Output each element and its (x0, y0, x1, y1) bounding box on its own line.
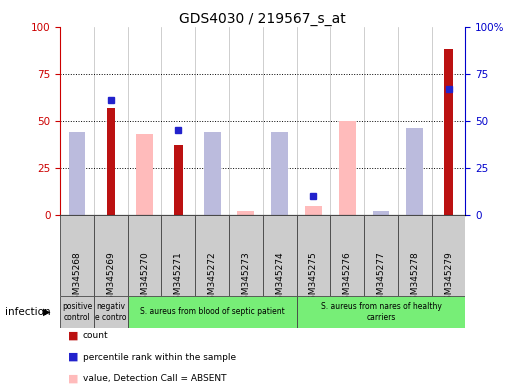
Text: ▶: ▶ (43, 307, 51, 317)
Bar (136, 134, 153, 215)
Bar (305, 206, 322, 215)
Text: negativ
e contro: negativ e contro (95, 302, 127, 322)
Text: GSM345274: GSM345274 (275, 251, 284, 306)
Bar (60, 215, 94, 296)
Bar (398, 215, 431, 296)
Text: ■: ■ (68, 352, 78, 362)
Bar (364, 215, 398, 296)
Bar (195, 215, 229, 296)
Bar (297, 215, 331, 296)
Bar (94, 215, 128, 296)
Bar (339, 121, 356, 215)
Text: GSM345275: GSM345275 (309, 251, 318, 306)
Bar (203, 132, 221, 215)
Bar (94, 296, 128, 328)
Text: S. aureus from nares of healthy
carriers: S. aureus from nares of healthy carriers (321, 302, 441, 322)
Text: GSM345268: GSM345268 (73, 251, 82, 306)
Bar (263, 215, 297, 296)
Text: GSM345270: GSM345270 (140, 251, 149, 306)
Text: GSM345276: GSM345276 (343, 251, 352, 306)
Text: GSM345272: GSM345272 (208, 251, 217, 306)
Bar (60, 296, 94, 328)
Bar (69, 132, 85, 215)
Bar (128, 215, 162, 296)
Bar (406, 129, 423, 215)
Text: GSM345269: GSM345269 (106, 251, 115, 306)
Text: ■: ■ (68, 373, 78, 383)
Bar (128, 296, 297, 328)
Bar (271, 132, 288, 215)
Text: positive
control: positive control (62, 302, 92, 322)
Bar (69, 153, 85, 215)
Title: GDS4030 / 219567_s_at: GDS4030 / 219567_s_at (179, 12, 346, 26)
Bar (237, 211, 254, 215)
Text: GSM345273: GSM345273 (242, 251, 251, 306)
Text: GSM345278: GSM345278 (411, 251, 419, 306)
Bar (431, 215, 465, 296)
Text: value, Detection Call = ABSENT: value, Detection Call = ABSENT (83, 374, 226, 383)
Bar (372, 211, 390, 215)
Bar (406, 129, 423, 215)
Bar (229, 215, 263, 296)
Text: GSM345271: GSM345271 (174, 251, 183, 306)
Bar (331, 215, 364, 296)
Bar (372, 211, 390, 215)
Bar (162, 215, 195, 296)
Bar (297, 296, 465, 328)
Text: percentile rank within the sample: percentile rank within the sample (83, 353, 236, 362)
Bar (174, 146, 183, 215)
Text: S. aureus from blood of septic patient: S. aureus from blood of septic patient (140, 308, 285, 316)
Bar (107, 108, 115, 215)
Text: infection: infection (5, 307, 51, 317)
Text: GSM345277: GSM345277 (377, 251, 385, 306)
Bar (271, 151, 288, 215)
Bar (445, 50, 453, 215)
Bar (203, 132, 221, 215)
Text: count: count (83, 331, 108, 341)
Text: GSM345279: GSM345279 (444, 251, 453, 306)
Text: ■: ■ (68, 331, 78, 341)
